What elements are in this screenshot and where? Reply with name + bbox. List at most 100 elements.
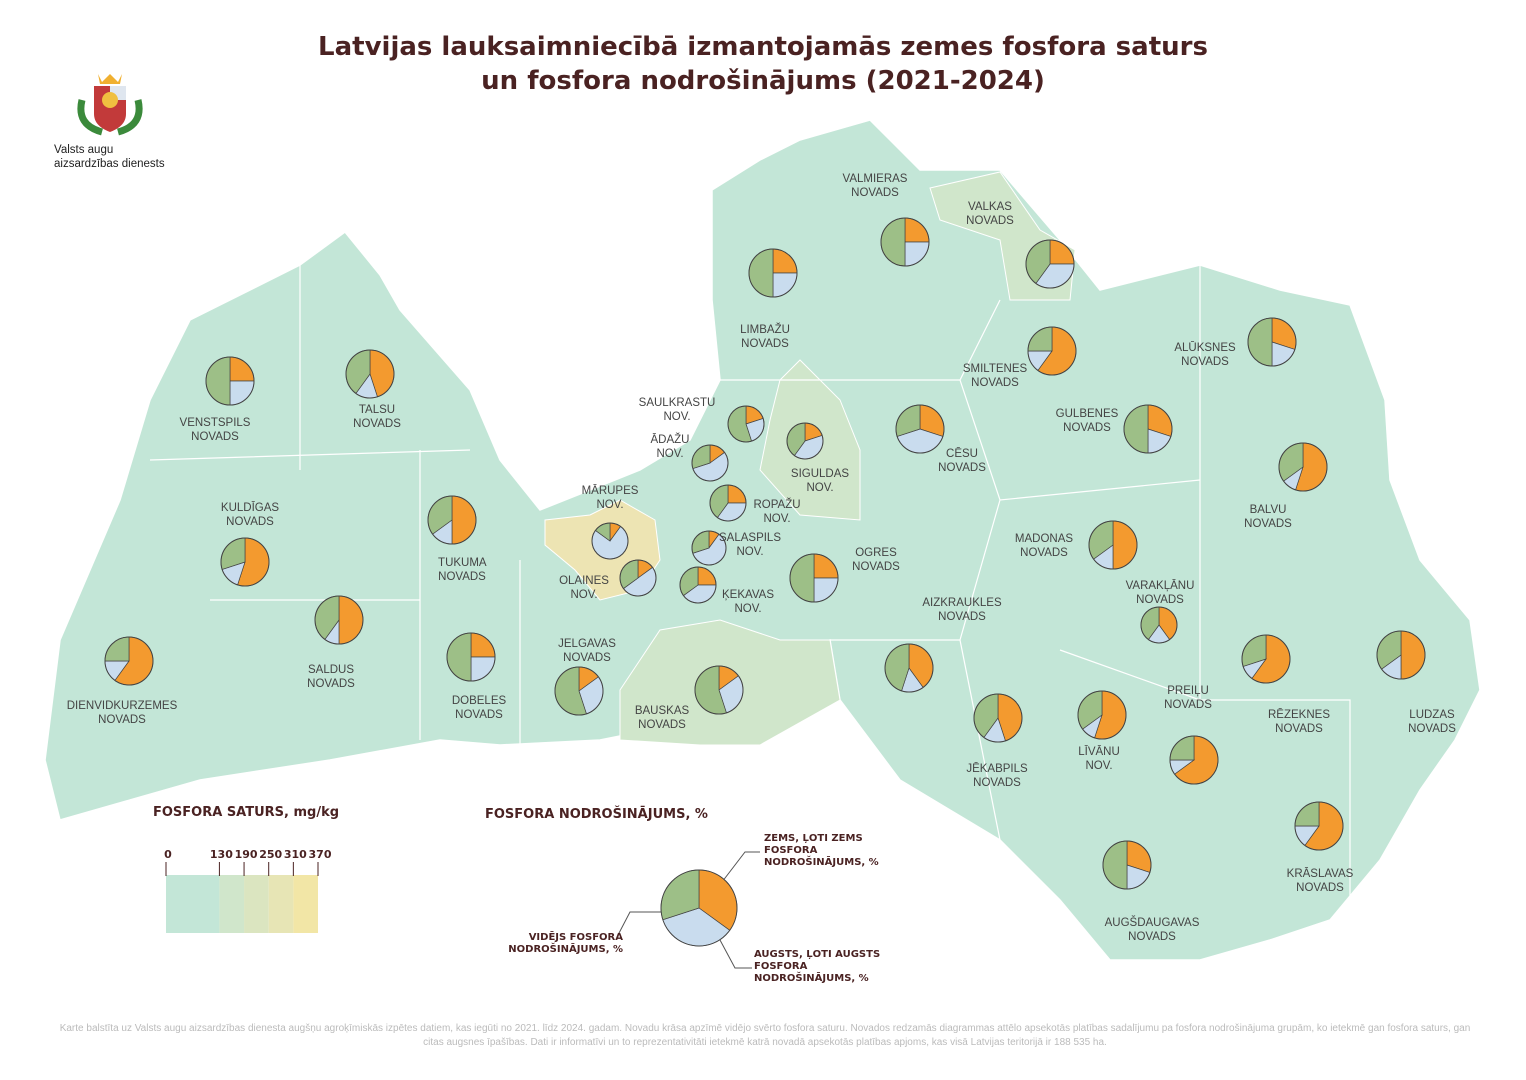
legend-item: VIDĒJS FOSFORA NODROŠINĀJUMS, % <box>508 932 623 955</box>
region-label: DOBELES NOVADS <box>451 695 507 721</box>
pie-outline <box>789 553 839 603</box>
pie-outline <box>880 217 930 267</box>
region-label: VALKAS NOVADS <box>966 201 1014 227</box>
pie-outline <box>1140 606 1178 644</box>
region-label: ROPAŽU NOV. <box>753 499 801 525</box>
pie-outline <box>1027 326 1077 376</box>
region-label: MADONAS NOVADS <box>1014 533 1074 559</box>
region-label: GULBENES NOVADS <box>1055 408 1119 434</box>
scale-bin <box>219 875 245 933</box>
content-scale: 0 130 190 250 310 370 <box>164 848 332 933</box>
scale-label: 190 <box>235 848 258 861</box>
pie-outline <box>591 522 629 560</box>
country <box>44 119 1481 961</box>
region-label: SALDUS NOVADS <box>307 664 355 690</box>
region-label: LIMBAŽU NOVADS <box>740 324 790 350</box>
scale-label: 0 <box>164 848 172 861</box>
pie-outline <box>895 404 945 454</box>
pie-outline <box>1169 735 1219 785</box>
logo-line: aizsardzības dienests <box>54 158 165 170</box>
title-line: un fosfora nodrošinājums (2021-2024) <box>481 66 1045 96</box>
footnote: Karte balstīta uz Valsts augu aizsardzīb… <box>59 1023 1471 1048</box>
pie-outline <box>1247 317 1297 367</box>
region-label: LĪVĀNU NOV. <box>1078 746 1120 772</box>
region-label: RĒZEKNES NOVADS <box>1268 709 1330 735</box>
legend-title: FOSFORA SATURS, mg/kg <box>153 805 340 820</box>
region-label: SMILTENES NOVADS <box>962 363 1028 389</box>
pie-outline <box>314 595 364 645</box>
logo-line: Valsts augu <box>54 144 114 156</box>
region-label: LUDZAS NOVADS <box>1408 709 1456 735</box>
region-label: BAUSKAS NOVADS <box>634 705 690 731</box>
region-label: VARAKĻĀNU NOVADS <box>1125 580 1195 606</box>
logo <box>77 74 143 136</box>
logo-text: Valsts augu aizsardzības dienests <box>54 143 165 171</box>
pie-outline <box>679 566 717 604</box>
pie-outline <box>1077 690 1127 740</box>
pie-outline <box>554 666 604 716</box>
region-label: MĀRUPES NOV. <box>581 485 639 511</box>
region-label: TUKUMA NOVADS <box>438 557 487 583</box>
scale-label: 130 <box>210 848 233 861</box>
region-label: SAULKRASTU NOV. <box>638 397 716 423</box>
pie-outline <box>1376 630 1426 680</box>
pie-outline <box>709 484 747 522</box>
region-label: TALSU NOVADS <box>353 404 401 430</box>
pie-outline <box>1241 634 1291 684</box>
legend-item: ZEMS, ĻOTI ZEMS FOSFORA NODROŠINĀJUMS, % <box>764 833 879 868</box>
pie-outline <box>1294 801 1344 851</box>
scale-bin <box>293 875 318 933</box>
pie-outline <box>619 559 657 597</box>
region-label: VENSTSPILS NOVADS <box>179 417 251 443</box>
region-label: CĒSU NOVADS <box>938 448 986 474</box>
pie-outline <box>104 636 154 686</box>
pie-outline <box>1088 520 1138 570</box>
region-label: JĒKABPILS NOVADS <box>966 763 1028 789</box>
region-label: ĶEKAVAS NOV. <box>722 589 774 615</box>
pie-outline <box>660 869 738 947</box>
pie-outline <box>220 537 270 587</box>
scale-label: 310 <box>284 848 307 861</box>
leader-line <box>721 851 760 883</box>
pie-outline <box>446 632 496 682</box>
region-label: DIENVIDKURZEMES NOVADS <box>66 700 178 726</box>
region-label: JELGAVAS NOVADS <box>558 638 616 664</box>
pie-outline <box>1102 840 1152 890</box>
pie-outline <box>1025 239 1075 289</box>
scale-bin <box>244 875 269 933</box>
region-label: ĀDAŽU NOV. <box>650 434 690 460</box>
leader-line <box>617 911 662 936</box>
pie-outline <box>691 530 727 566</box>
region-label: SALASPILS NOV. <box>718 532 782 558</box>
pie-outline <box>1278 442 1328 492</box>
legend-title: FOSFORA NODROŠINĀJUMS, % <box>485 807 708 822</box>
region-label: AUGŠDAUGAVAS NOVADS <box>1104 917 1200 943</box>
pie-outline <box>973 693 1023 743</box>
region-label: ALŪKSNES NOVADS <box>1174 342 1236 368</box>
region-label: OLAINES NOV. <box>559 575 609 601</box>
pie-outline <box>786 422 824 460</box>
region-borders <box>149 265 1351 900</box>
region-label: VALMIERAS NOVADS <box>842 173 908 199</box>
leader-line <box>719 939 752 969</box>
legend-item: AUGSTS, ĻOTI AUGSTS FOSFORA NODROŠINĀJUM… <box>754 949 881 984</box>
pie-outline <box>748 248 798 298</box>
scale-label: 250 <box>259 848 282 861</box>
region-label: KRĀSLAVAS NOVADS <box>1286 868 1354 894</box>
title-line: Latvijas lauksaimniecībā izmantojamās ze… <box>318 32 1208 62</box>
pie-outline <box>694 665 744 715</box>
region-label: KULDĪGAS NOVADS <box>220 502 280 528</box>
pie-outline <box>727 405 765 443</box>
scale-label: 370 <box>309 848 332 861</box>
pie-outline <box>345 349 395 399</box>
region-label: SIGULDAS NOV. <box>790 468 850 494</box>
scale-bin <box>268 875 294 933</box>
pie-outline <box>1123 404 1173 454</box>
region-label: PREIĻU NOVADS <box>1164 685 1212 711</box>
scale-bin <box>166 875 220 933</box>
pie-outline <box>691 444 729 482</box>
pie-outline <box>884 643 934 693</box>
pie-outline <box>427 495 477 545</box>
